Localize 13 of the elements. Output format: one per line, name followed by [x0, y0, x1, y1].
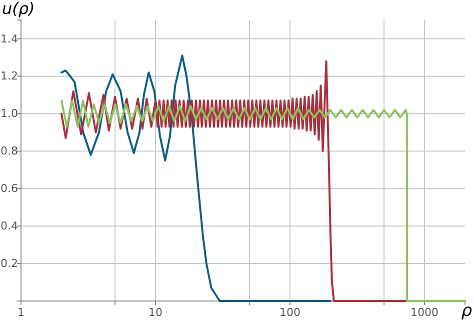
y-tick-label: 0.2 [0, 257, 18, 270]
x-tick-label: 100 [280, 306, 301, 319]
y-tick-label: 0.8 [0, 144, 18, 158]
x-tick-label: 1000 [410, 306, 439, 319]
x-tick-label: 1 [18, 306, 24, 319]
y-tick-label: 1.2 [0, 70, 18, 83]
y-tick-label: 1.0 [0, 107, 18, 120]
x-axis-title: ρ [461, 301, 472, 320]
y-tick-label: 1.4 [0, 32, 18, 46]
y-axis-title: u(ρ) [2, 0, 35, 18]
y-tick-label: 0.4 [0, 220, 18, 233]
x-tick-label: 10 [148, 306, 163, 319]
y-tick-label: 0.6 [0, 182, 18, 196]
